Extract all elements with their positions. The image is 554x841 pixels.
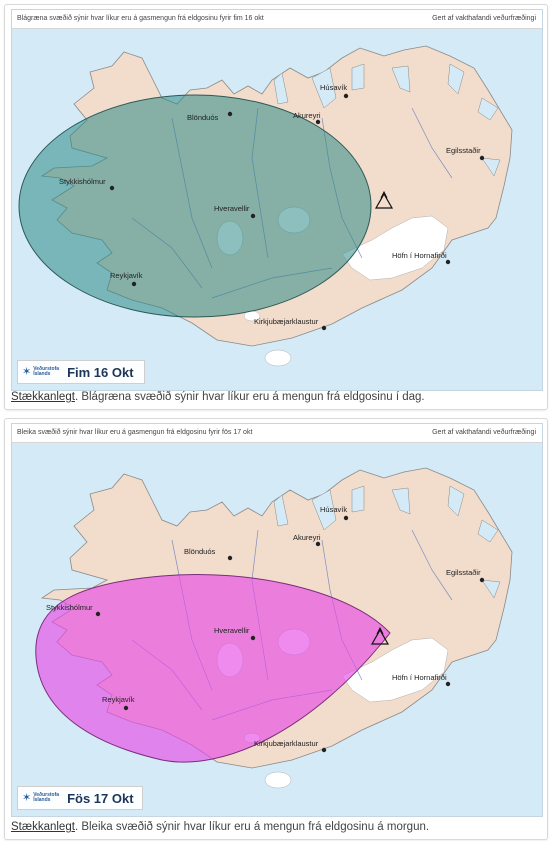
iceland-map: Húsavík Blönduós Akureyri Egilsstaðir St… — [18, 45, 513, 367]
town-hofn: Höfn í Hornafirði — [392, 673, 451, 687]
town-reykjavik: Reykjavík — [102, 695, 135, 711]
svg-text:Kirkjubæjarklaustur: Kirkjubæjarklaustur — [254, 739, 319, 748]
logo-icon: ✶ — [22, 792, 32, 804]
town-husavik: Húsavík — [320, 83, 349, 99]
eruption-site-icon — [370, 626, 390, 645]
forecast-panel-1: Blágræna svæðið sýnir hvar líkur eru á g… — [4, 4, 548, 410]
svg-text:Egilsstaðir: Egilsstaðir — [446, 146, 481, 155]
town-hofn: Höfn í Hornafirði — [392, 251, 451, 265]
svg-text:Húsavík: Húsavík — [320, 83, 347, 92]
svg-text:Blönduós: Blönduós — [184, 547, 216, 556]
map-header-strip: Blágræna svæðið sýnir hvar líkur eru á g… — [12, 10, 542, 29]
gas-plume-area — [18, 94, 372, 318]
map-header-title: Blágræna svæðið sýnir hvar líkur eru á g… — [17, 15, 264, 22]
town-stykkisholmur: Stykkishólmur — [59, 177, 115, 191]
vedurstofa-logo: ✶ Veðurstofa Íslands — [22, 792, 60, 804]
date-badge: ✶ Veðurstofa Íslands Fim 16 Okt — [17, 360, 145, 384]
town-kirkjubaejarklaustur: Kirkjubæjarklaustur — [254, 739, 327, 753]
town-kirkjubaejarklaustur: Kirkjubæjarklaustur — [254, 317, 327, 331]
map-header-strip: Bleika svæðið sýnir hvar líkur eru á gas… — [12, 424, 542, 443]
svg-text:Akureyri: Akureyri — [293, 111, 321, 120]
caption-text: . Bleika svæðið sýnir hvar líkur eru á m… — [74, 821, 430, 833]
forecast-panel-2: Bleika svæðið sýnir hvar líkur eru á gas… — [4, 418, 548, 840]
enlarge-link[interactable]: Stækkanlegt — [11, 821, 75, 833]
svg-text:Reykjavík: Reykjavík — [102, 695, 135, 704]
caption-text: . Blágræna svæðið sýnir hvar líkur eru á… — [74, 391, 425, 403]
caption: Stækkanlegt. Bleika svæðið sýnir hvar lí… — [11, 821, 429, 833]
town-markers: Húsavík Blönduós Akureyri Egilsstaðir St… — [59, 83, 485, 331]
svg-text:Stykkishólmur: Stykkishólmur — [59, 177, 106, 186]
map-header-credit: Gert af vakthafandi veðurfræðingi — [432, 15, 536, 22]
date-badge: ✶ Veðurstofa Íslands Fös 17 Okt — [17, 786, 143, 810]
iceland-map: Húsavík Blönduós Akureyri Egilsstaðir St… — [35, 467, 513, 789]
caption: Stækkanlegt. Blágræna svæðið sýnir hvar … — [11, 391, 425, 403]
svg-text:Egilsstaðir: Egilsstaðir — [446, 568, 481, 577]
town-reykjavik: Reykjavík — [110, 271, 143, 287]
logo-line-1: Veðurstofa — [33, 366, 60, 372]
town-husavik: Húsavík — [320, 505, 349, 521]
svg-text:Stykkishólmur: Stykkishólmur — [46, 603, 93, 612]
logo-line-2: Íslands — [33, 797, 51, 803]
logo-icon: ✶ — [22, 366, 32, 378]
town-blonduos: Blönduós — [184, 547, 233, 561]
svg-text:Hveravellir: Hveravellir — [214, 204, 250, 213]
svg-text:Blönduós: Blönduós — [187, 113, 219, 122]
forecast-date: Fim 16 Okt — [67, 364, 134, 380]
forecast-date: Fös 17 Okt — [67, 790, 134, 806]
town-markers: Húsavík Blönduós Akureyri Egilsstaðir St… — [46, 505, 485, 753]
map-header-title: Bleika svæðið sýnir hvar líkur eru á gas… — [17, 429, 253, 436]
svg-text:Húsavík: Húsavík — [320, 505, 347, 514]
town-blonduos: Blönduós — [187, 111, 233, 122]
map-header-credit: Gert af vakthafandi veðurfræðingi — [432, 429, 536, 436]
svg-text:Hveravellir: Hveravellir — [214, 626, 250, 635]
town-stykkisholmur: Stykkishólmur — [46, 603, 101, 617]
svg-text:Höfn í Hornafirði: Höfn í Hornafirði — [392, 251, 447, 260]
map-frame[interactable]: Bleika svæðið sýnir hvar líkur eru á gas… — [11, 423, 543, 817]
svg-text:Reykjavík: Reykjavík — [110, 271, 143, 280]
enlarge-link[interactable]: Stækkanlegt — [11, 391, 75, 403]
town-akureyri: Akureyri — [293, 111, 321, 125]
town-egilsstadir: Egilsstaðir — [446, 568, 485, 583]
town-egilsstadir: Egilsstaðir — [446, 146, 485, 161]
eruption-site-icon — [374, 190, 394, 209]
town-hveravellir: Hveravellir — [214, 204, 256, 219]
town-akureyri: Akureyri — [293, 533, 321, 547]
town-hveravellir: Hveravellir — [214, 626, 256, 641]
map-frame[interactable]: Blágræna svæðið sýnir hvar líkur eru á g… — [11, 9, 543, 391]
logo-line-1: Veðurstofa — [33, 792, 60, 798]
svg-text:Kirkjubæjarklaustur: Kirkjubæjarklaustur — [254, 317, 319, 326]
vedurstofa-logo: ✶ Veðurstofa Íslands — [22, 366, 60, 378]
gas-plume-area — [35, 573, 391, 763]
svg-text:Akureyri: Akureyri — [293, 533, 321, 542]
svg-text:Höfn í Hornafirði: Höfn í Hornafirði — [392, 673, 447, 682]
logo-line-2: Íslands — [33, 371, 51, 377]
